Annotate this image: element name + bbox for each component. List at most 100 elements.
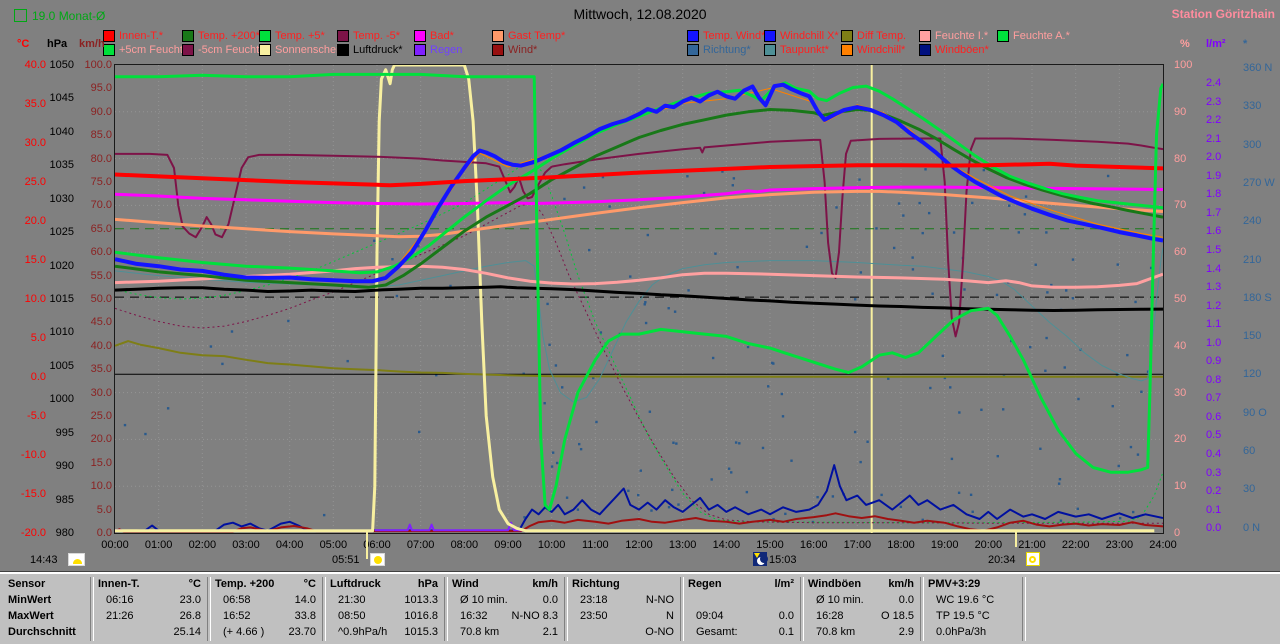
- wind-direction-dot: [395, 294, 399, 298]
- col-header: Windböen: [808, 578, 862, 590]
- celsius-tick: -20.0: [20, 527, 46, 539]
- monthly-average-checkbox[interactable]: [14, 9, 27, 22]
- wind-direction-dot: [1146, 370, 1150, 373]
- wind-direction-dot: [952, 231, 956, 234]
- legend-item-r1-7[interactable]: Windchill X*: [764, 30, 839, 42]
- wind-direction-dot: [373, 239, 376, 242]
- wind-direction-dot: [417, 245, 420, 248]
- liters-tick: 1.8: [1206, 188, 1222, 201]
- liters-tick: 2.4: [1206, 77, 1222, 89]
- wind-direction-dot: [166, 407, 170, 410]
- celsius-tick: 20.0: [24, 215, 46, 227]
- time-tick: 24:00: [1149, 539, 1177, 551]
- legend-item-r1-5[interactable]: Gast Temp*: [492, 30, 565, 42]
- legend-item-r2-8[interactable]: Windchill*: [841, 44, 905, 56]
- wind-direction-dot: [1007, 204, 1011, 207]
- wind-direction-dot: [1059, 519, 1063, 522]
- col-header: PMV+3:29: [928, 578, 981, 590]
- legend-label: Diff Temp.: [857, 30, 907, 42]
- liters-tick: 2.0: [1206, 151, 1222, 164]
- kmh-tick: 90.0: [90, 105, 112, 118]
- hpa-tick: 1020: [49, 259, 74, 272]
- wind-direction-dot: [816, 495, 819, 499]
- avg-value: 0.1: [778, 626, 794, 638]
- avg-value: O-NO: [645, 626, 674, 638]
- degrees-tick: 240: [1243, 215, 1262, 228]
- wind-direction-dot: [921, 518, 924, 522]
- plot-area: [114, 64, 1164, 534]
- kmh-tick: 40.0: [90, 339, 112, 352]
- wind-direction-dot: [943, 376, 947, 380]
- wind-direction-dot: [123, 423, 127, 427]
- wind-direction-dot: [805, 245, 809, 249]
- wind-direction-dot: [391, 258, 394, 261]
- wind-direction-dot: [902, 214, 905, 217]
- legend-swatch: [414, 30, 426, 42]
- wind-direction-dot: [1116, 263, 1119, 266]
- percent-axis-header: %: [1180, 38, 1190, 50]
- legend-item-r2-4[interactable]: Regen: [414, 44, 462, 56]
- wind-direction-dot: [721, 170, 724, 173]
- wind-direction-dot: [576, 508, 580, 511]
- wind-direction-dot: [957, 491, 961, 495]
- liters-tick: 0.0: [1206, 522, 1222, 535]
- legend-item-r2-1[interactable]: -5cm Feuchte*: [182, 44, 270, 56]
- kmh-tick: 15.0: [90, 456, 112, 469]
- legend-label: -5cm Feuchte*: [198, 44, 270, 56]
- liters-tick: 0.6: [1206, 410, 1222, 423]
- legend-item-r2-2[interactable]: Sonnenschein*: [259, 44, 349, 56]
- series-taupunkt: [115, 247, 1163, 403]
- time-tick: 08:00: [450, 539, 479, 551]
- legend-item-r1-2[interactable]: Temp. +5*: [259, 30, 325, 42]
- legend-item-r1-9[interactable]: Feuchte I.*: [919, 30, 988, 42]
- col-header: Luftdruck: [330, 578, 381, 590]
- liters-tick: 0.8: [1206, 373, 1222, 386]
- monthly-average-label: 19.0 Monat-Ø: [32, 9, 106, 23]
- min-value: 1013.3: [404, 594, 438, 606]
- wind-direction-dot: [639, 469, 642, 472]
- legend-item-r2-3[interactable]: Luftdruck*: [337, 44, 403, 56]
- wind-direction-dot: [1065, 289, 1068, 292]
- legend-item-r2-6[interactable]: Richtung*: [687, 44, 751, 56]
- legend-item-r1-10[interactable]: Feuchte A.*: [997, 30, 1070, 42]
- wind-direction-dot: [995, 293, 999, 297]
- wind-direction-dot: [543, 402, 546, 405]
- row-label: MinWert: [8, 594, 52, 606]
- wind-direction-dot: [859, 460, 862, 464]
- col-unit: km/h: [532, 578, 558, 590]
- wind-direction-dot: [686, 175, 689, 178]
- time-tick: 14:00: [712, 539, 741, 551]
- column-divider: [564, 577, 568, 641]
- stats-table: Sensor MinWert MaxWert Durchschnitt Innen-T.…: [0, 572, 1280, 644]
- legend-item-r1-1[interactable]: Temp. +200*: [182, 30, 260, 42]
- legend-item-r2-7[interactable]: Taupunkt*: [764, 44, 829, 56]
- wind-direction-dot: [1050, 283, 1053, 287]
- wind-direction-dot: [1076, 507, 1080, 511]
- wind-direction-dot: [1131, 510, 1135, 514]
- column-divider: [322, 577, 326, 641]
- sunset-icon: [1026, 552, 1040, 566]
- kmh-tick: 5.0: [96, 503, 112, 516]
- legend-item-r1-4[interactable]: Bad*: [414, 30, 454, 42]
- wind-direction-dot: [675, 442, 678, 445]
- wind-direction-dot: [523, 516, 526, 519]
- max-time: TP 19.5 °C: [936, 610, 990, 622]
- max-value: 1016.8: [404, 610, 438, 622]
- series-innen-temp: [115, 161, 1163, 188]
- row-label: Sensor: [8, 578, 46, 590]
- legend-item-r2-0[interactable]: +5cm Feuchte*: [103, 44, 193, 56]
- legend-item-r2-5[interactable]: Wind*: [492, 44, 537, 56]
- wind-direction-dot: [702, 191, 706, 195]
- legend-item-r1-3[interactable]: Temp. -5*: [337, 30, 400, 42]
- legend-item-r1-8[interactable]: Diff Temp.: [841, 30, 906, 42]
- legend-item-r1-6[interactable]: Temp. Wind*: [687, 30, 765, 42]
- liters-tick: 0.9: [1206, 355, 1222, 368]
- wind-direction-dot: [578, 442, 581, 446]
- time-tick: 12:00: [625, 539, 653, 551]
- sun-icon: [370, 553, 385, 566]
- wind-direction-dot: [546, 302, 549, 306]
- wind-direction-dot: [784, 512, 787, 516]
- legend-item-r2-9[interactable]: Windböen*: [919, 44, 989, 56]
- legend-item-r1-0[interactable]: Innen-T.*: [103, 30, 163, 42]
- sunrise-time: 05:51: [332, 554, 360, 566]
